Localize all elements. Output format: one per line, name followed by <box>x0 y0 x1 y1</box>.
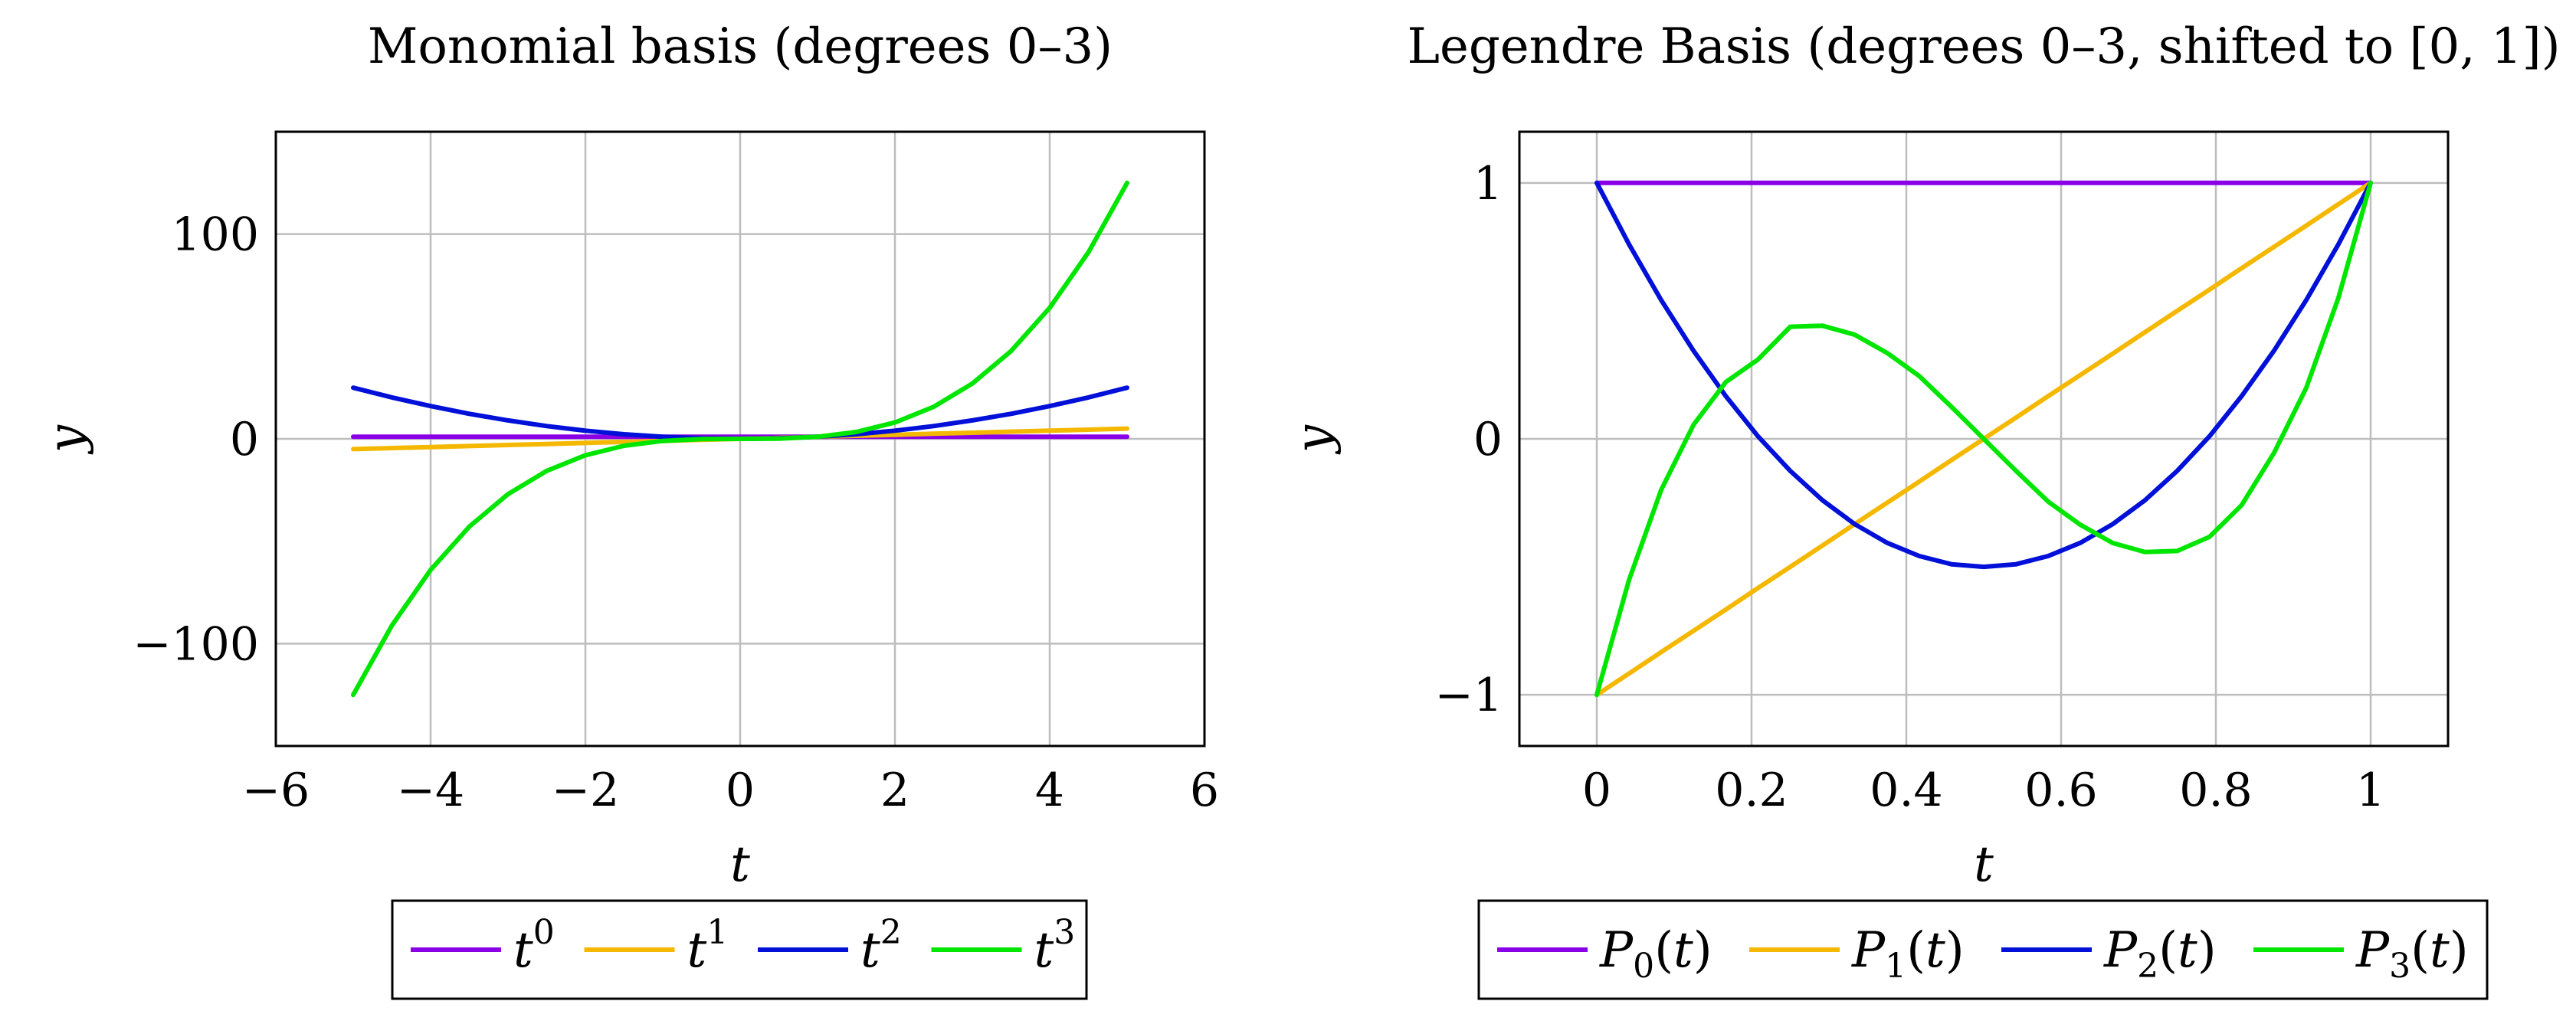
x-axis-label: t <box>730 836 750 893</box>
y-tick-label: −100 <box>133 617 259 671</box>
legendre-chart: Legendre Basis (degrees 0–3, shifted to … <box>1286 18 2561 1000</box>
y-tick-label: −1 <box>1435 669 1503 722</box>
x-tick-label: −2 <box>552 764 619 817</box>
legend-entry: t1 <box>687 913 729 979</box>
series-line-t3 <box>351 180 1129 698</box>
x-tick-label: 0.8 <box>2179 764 2252 817</box>
x-tick-label: 6 <box>1190 764 1219 817</box>
legend-entry: P0(t) <box>1599 922 1712 986</box>
y-tick-label: 100 <box>171 208 259 262</box>
chart-title: Legendre Basis (degrees 0–3, shifted to … <box>1407 18 2560 75</box>
x-tick-label: 2 <box>880 764 909 817</box>
series-line-p3t <box>1594 180 2373 698</box>
legend-entry: P3(t) <box>2355 922 2469 986</box>
x-tick-label: 0 <box>1582 764 1611 817</box>
y-tick-label: 0 <box>230 413 259 466</box>
legend-entry: P1(t) <box>1851 922 1965 986</box>
plot-frame <box>274 130 1206 748</box>
x-axis-label: t <box>1974 836 1994 893</box>
x-tick-label: 0.4 <box>1870 764 1942 817</box>
y-tick-label: 1 <box>1473 157 1503 211</box>
chart-title: Monomial basis (degrees 0–3) <box>368 18 1113 75</box>
x-tick-label: 0 <box>726 764 755 817</box>
x-tick-label: 4 <box>1035 764 1064 817</box>
legend-entry: P2(t) <box>2103 922 2217 986</box>
y-tick-label: 0 <box>1473 413 1503 466</box>
y-axis-label: y <box>1286 424 1342 455</box>
x-tick-label: −4 <box>397 764 464 817</box>
legend-entry: t3 <box>1034 913 1076 979</box>
x-tick-label: 0.2 <box>1715 764 1788 817</box>
monomial-chart: Monomial basis (degrees 0–3) −6 −4 −2 0 2 4 6 −1… <box>38 18 1219 1000</box>
legend: t0 t1 t2 t3 <box>391 899 1088 1000</box>
series-line-p2t <box>1594 180 2373 570</box>
plot-frame <box>1518 130 2450 748</box>
legend-entry: t2 <box>860 913 902 979</box>
x-tick-label: 1 <box>2356 764 2385 817</box>
y-axis-label: y <box>38 424 95 455</box>
legend: P0(t) P1(t) P2(t) P3(t) <box>1477 899 2489 1000</box>
x-tick-label: 0.6 <box>2024 764 2097 817</box>
x-tick-label: −6 <box>242 764 310 817</box>
legend-entry: t0 <box>513 913 555 979</box>
